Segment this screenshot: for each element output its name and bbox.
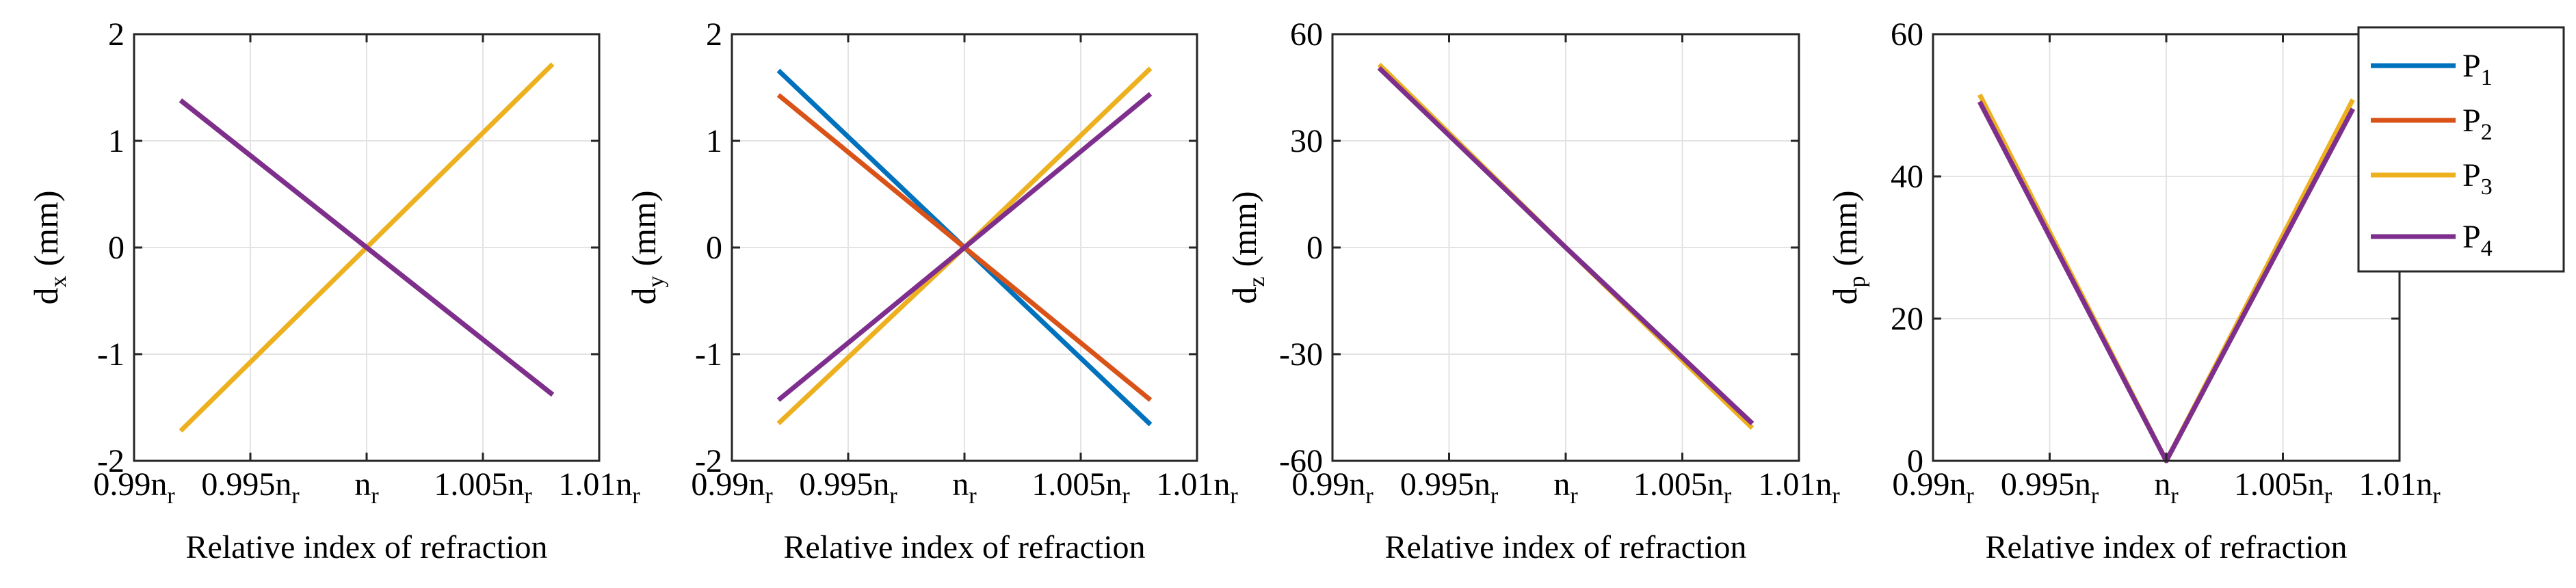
- ytick-label: 2: [706, 16, 722, 53]
- xtick-label: 1.01nr: [2358, 466, 2441, 509]
- ytick-label: -60: [1279, 443, 1323, 479]
- series-line-p4: [1377, 66, 1754, 425]
- panel-dy-ylabel-sub: y: [644, 276, 669, 288]
- panel-dp-xlabel: Relative index of refraction: [1985, 529, 2347, 565]
- xtick-label: 0.995nr: [799, 466, 897, 509]
- panel-dz-ylabel-unit: (mm): [1225, 191, 1263, 267]
- ytick-label: 2: [108, 16, 124, 53]
- panel-dy-ticks: -2 -1 0 1 2 0.99nr 0.995nr nr 1.005nr 1.01nr: [691, 16, 1238, 509]
- panel-dy-ylabel: dy (mm): [625, 190, 669, 304]
- legend-label-p1: P1: [2462, 48, 2493, 90]
- ytick-label: -1: [695, 336, 722, 373]
- legend-item: P2: [2371, 103, 2493, 145]
- ytick-label: 0: [108, 230, 124, 266]
- xtick-label: 0.99nr: [691, 466, 773, 509]
- xtick-label: 0.995nr: [1400, 466, 1499, 509]
- legend: P1 P2 P3 P4: [2357, 26, 2565, 273]
- legend-label-p4: P4: [2462, 219, 2493, 261]
- xtick-label: 0.99nr: [93, 466, 175, 509]
- series-line-p4: [776, 92, 1153, 402]
- ytick-label: 1: [706, 123, 722, 159]
- ytick-label: 20: [1891, 301, 1923, 337]
- xtick-label: 1.005nr: [1633, 466, 1732, 509]
- panel-dz-series: [1377, 62, 1754, 430]
- panel-dz-ticks: -60 -30 0 30 60 0.99nr 0.995nr nr 1.005nr 1.01nr: [1279, 16, 1840, 509]
- panel-dp-ylabel-main: d: [1826, 288, 1864, 305]
- xtick-label: 1.01nr: [1156, 466, 1238, 509]
- xtick-label: 0.995nr: [201, 466, 300, 509]
- ytick-label: 1: [108, 123, 124, 159]
- panel-dx-ylabel-main: d: [27, 288, 65, 305]
- panel-dz-ylabel-sub: z: [1244, 277, 1270, 287]
- panel-dx-ylabel-unit: (mm): [27, 190, 65, 266]
- panel-dy-ylabel-unit: (mm): [625, 190, 663, 266]
- ytick-label: 40: [1891, 159, 1923, 195]
- xtick-label: 0.995nr: [2001, 466, 2099, 509]
- panel-dx-xlabel: Relative index of refraction: [185, 529, 547, 565]
- ytick-label: 30: [1290, 123, 1323, 159]
- panel-dz-ylabel: dz (mm): [1225, 191, 1270, 304]
- xtick-label: nr: [952, 466, 977, 509]
- series-line-p4: [179, 98, 555, 397]
- legend-item: P1: [2371, 48, 2493, 90]
- xtick-label: 0.99nr: [1892, 466, 1974, 509]
- panel-dx-ticks: -2 -1 0 1 2 0.99nr 0.995nr nr 1.005nr 1.01nr: [93, 16, 640, 509]
- xtick-label: 1.005nr: [2234, 466, 2332, 509]
- panel-dy: -2 -1 0 1 2 0.99nr 0.995nr nr 1.005nr 1.01nr Rela…: [625, 16, 1238, 565]
- panel-dy-xlabel: Relative index of refraction: [783, 529, 1145, 565]
- xtick-label: 1.01nr: [558, 466, 640, 509]
- panel-dp-ticks: 0 20 40 60 0.99nr 0.995nr nr 1.005nr 1.01nr: [1891, 16, 2441, 509]
- xtick-label: 0.99nr: [1291, 466, 1374, 509]
- xtick-label: nr: [1553, 466, 1578, 509]
- panel-dz-ylabel-main: d: [1225, 287, 1263, 304]
- xtick-label: nr: [354, 466, 379, 509]
- xtick-label: 1.01nr: [1758, 466, 1840, 509]
- panel-dz-xlabel: Relative index of refraction: [1384, 529, 1746, 565]
- xtick-label: nr: [2154, 466, 2179, 509]
- ytick-label: 0: [706, 230, 722, 266]
- ytick-label: 0: [1907, 443, 1923, 479]
- panel-dx-series: [179, 62, 555, 433]
- legend-label-p2: P2: [2462, 103, 2493, 145]
- panel-dp-grid: [1932, 34, 2400, 462]
- ytick-label: 0: [1306, 230, 1323, 266]
- panel-dx-ylabel-sub: x: [46, 276, 71, 288]
- ytick-label: 60: [1891, 16, 1923, 53]
- ytick-label: -2: [97, 443, 124, 479]
- ytick-label: -1: [97, 336, 124, 373]
- xtick-label: 1.005nr: [434, 466, 532, 509]
- panel-dx: -2 -1 0 1 2 0.99nr 0.995nr nr 1.005nr 1.01nr Rela…: [27, 16, 640, 565]
- legend-item: P4: [2371, 219, 2493, 261]
- panel-dp-ylabel-unit: (mm): [1826, 190, 1864, 266]
- legend-item: P3: [2371, 157, 2493, 200]
- panel-dp-ylabel: dp (mm): [1826, 190, 1870, 304]
- ytick-label: 60: [1290, 16, 1323, 53]
- legend-label-p3: P3: [2462, 157, 2493, 200]
- panel-dp: 0 20 40 60 0.99nr 0.995nr nr 1.005nr 1.01nr Rela…: [1826, 16, 2441, 565]
- ytick-label: -2: [695, 443, 722, 479]
- panel-dy-ylabel-main: d: [625, 288, 663, 305]
- panel-dy-series: [776, 66, 1153, 427]
- xtick-label: 1.005nr: [1031, 466, 1130, 509]
- panel-dp-ylabel-sub: p: [1845, 276, 1870, 288]
- panel-dx-ylabel: dx (mm): [27, 190, 71, 304]
- ytick-label: -30: [1279, 336, 1323, 373]
